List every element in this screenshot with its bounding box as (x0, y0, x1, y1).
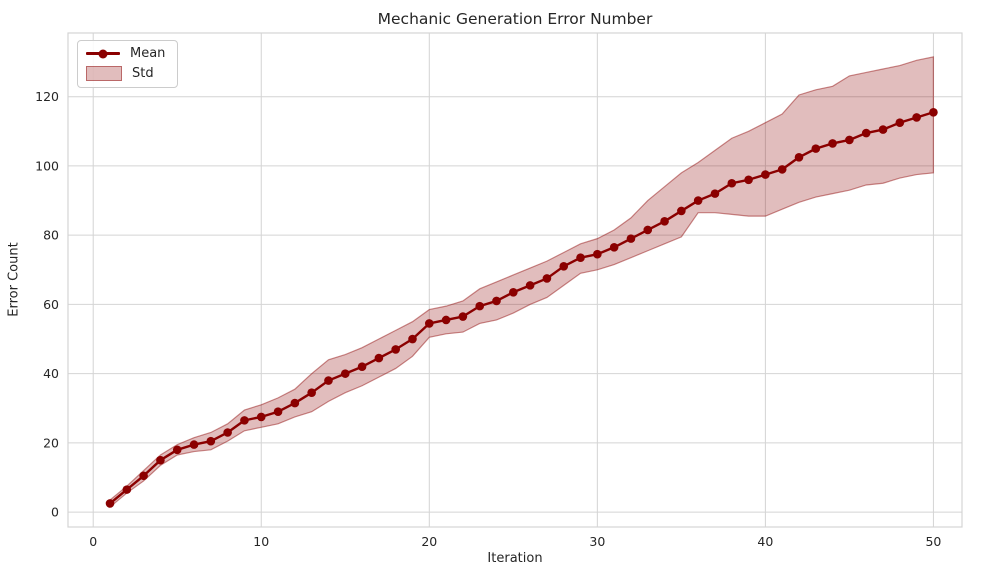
mean-marker (240, 416, 249, 425)
mean-marker (273, 407, 283, 417)
mean-marker (761, 170, 770, 179)
y-tick-label: 100 (35, 158, 59, 173)
legend-label-mean: Mean (130, 46, 166, 61)
mean-marker (290, 398, 300, 408)
mean-marker (559, 262, 569, 271)
mean-marker (878, 125, 888, 134)
y-tick-label: 0 (51, 505, 59, 520)
mean-marker (677, 206, 686, 216)
y-axis-label: Error Count (6, 242, 22, 317)
mean-marker (643, 225, 653, 235)
mean-marker (307, 388, 316, 397)
mean-marker (509, 287, 518, 297)
legend-label-std: Std (132, 66, 154, 81)
x-tick-label: 30 (589, 534, 605, 549)
mean-marker (710, 189, 720, 198)
mean-marker (374, 353, 384, 363)
legend: Mean Std (77, 40, 179, 88)
mean-marker (458, 312, 468, 321)
mean-marker (424, 319, 434, 328)
axes-frame (67, 32, 963, 528)
mean-marker (391, 345, 400, 354)
mean-marker (542, 274, 552, 283)
y-tick-label: 60 (43, 297, 59, 312)
chart-title: Mechanic Generation Error Number (377, 10, 653, 28)
y-tick-label: 20 (43, 435, 59, 450)
mean-marker (492, 296, 501, 306)
y-tick-label: 120 (35, 89, 59, 104)
x-axis-label: Iteration (487, 551, 543, 566)
legend-item-mean: Mean (86, 47, 165, 60)
mean-marker (593, 249, 602, 259)
mean-marker (861, 128, 871, 138)
mean-marker (693, 196, 703, 205)
mean-marker (475, 301, 485, 311)
x-tick-label: 20 (421, 534, 437, 549)
mean-marker (811, 144, 821, 153)
mean-marker (206, 436, 216, 446)
x-tick-label: 40 (757, 534, 773, 549)
mean-marker (828, 139, 837, 148)
x-tick-label: 10 (253, 534, 269, 549)
mean-marker (609, 242, 619, 252)
mean-marker (189, 440, 199, 449)
mean-marker (929, 107, 938, 117)
mean-marker (895, 118, 905, 127)
std-patch-swatch-icon (86, 66, 122, 81)
mean-marker (441, 315, 451, 325)
y-tick-label: 40 (43, 366, 59, 381)
mean-marker (525, 281, 535, 290)
mean-marker (794, 152, 804, 162)
mean-marker (845, 135, 854, 145)
std-band (109, 56, 935, 509)
mean-marker (256, 412, 266, 422)
mean-marker (139, 471, 148, 481)
x-tick-label: 50 (925, 534, 941, 549)
mean-line-swatch-icon (86, 49, 120, 58)
mean-marker (324, 376, 333, 385)
mean-marker (156, 455, 165, 465)
x-tick-label: 0 (89, 534, 97, 549)
mean-marker (576, 253, 585, 262)
y-tick-label: 80 (43, 228, 59, 243)
legend-item-std: Std (86, 66, 165, 81)
mean-marker (408, 334, 417, 344)
mean-marker (660, 217, 669, 226)
mean-marker (105, 499, 115, 508)
mean-marker (357, 362, 367, 372)
mean-marker (777, 165, 787, 174)
mean-marker (122, 485, 132, 494)
mean-marker (172, 445, 182, 455)
mean-marker (223, 428, 232, 437)
mean-marker (912, 113, 921, 122)
mean-marker (340, 369, 350, 378)
mean-marker-icon (98, 49, 108, 58)
mean-marker (727, 178, 737, 188)
mean-marker (626, 234, 636, 243)
mean-marker (744, 175, 753, 185)
